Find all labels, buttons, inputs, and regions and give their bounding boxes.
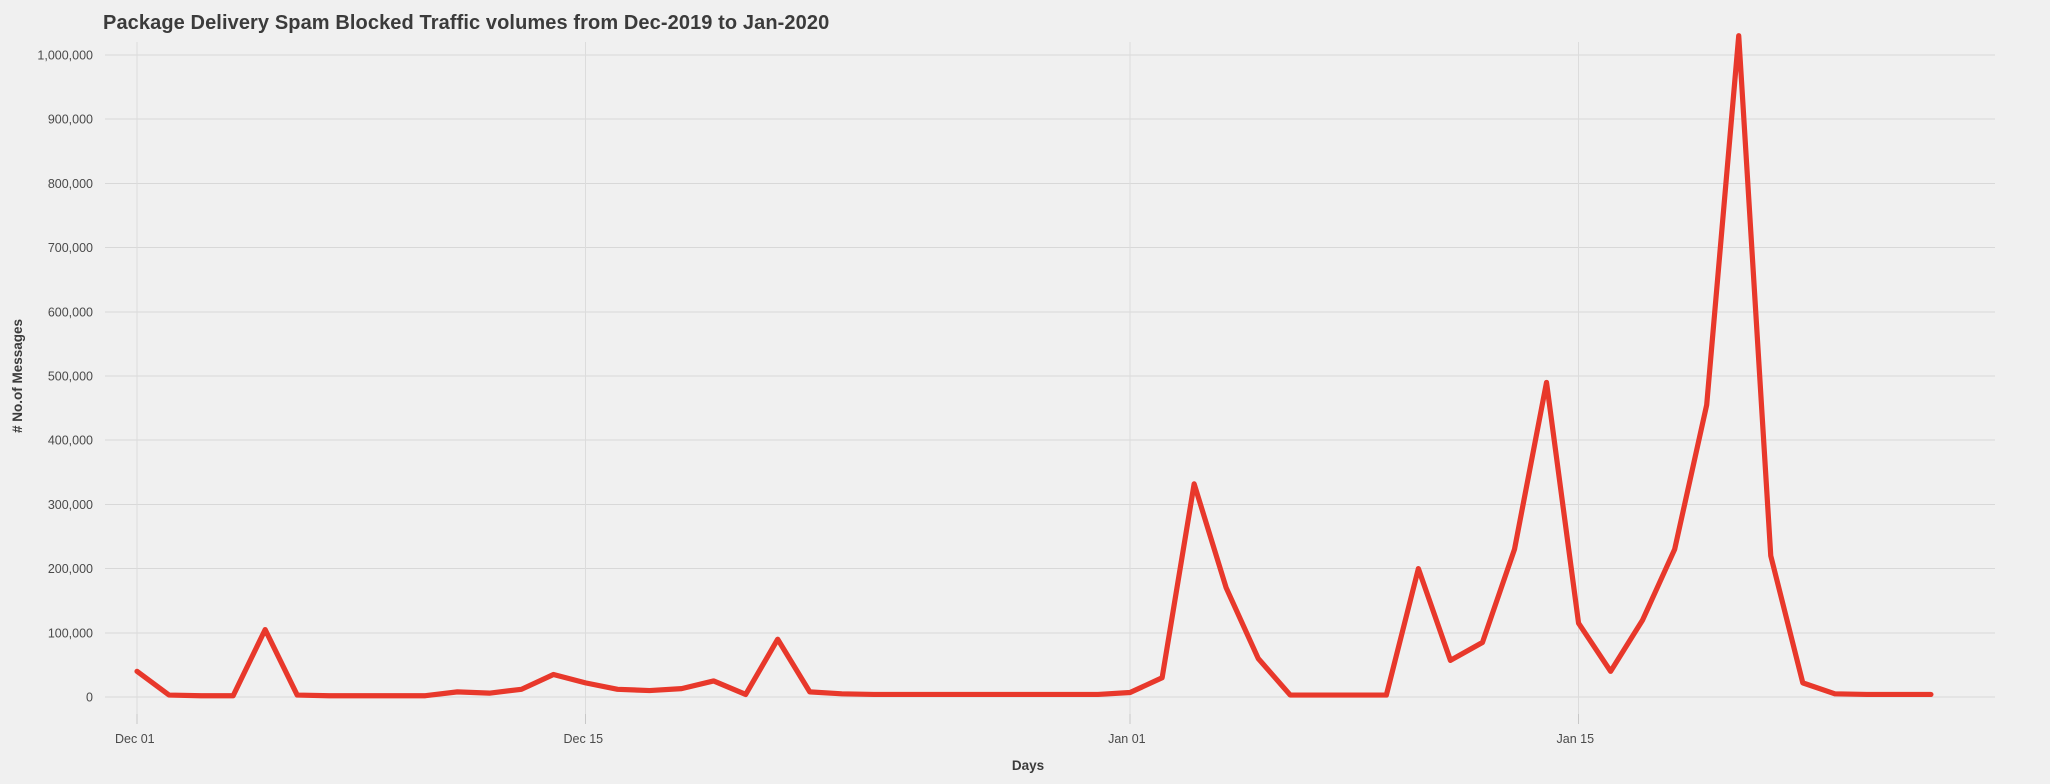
y-axis-tick-label: 300,000 (48, 498, 93, 512)
chart-title: Package Delivery Spam Blocked Traffic vo… (103, 12, 830, 34)
y-axis-tick-label: 600,000 (48, 305, 93, 319)
y-axis-tick-labels: 0 100,000 200,000 300,000 400,000 500,000 600,… (37, 49, 93, 705)
y-axis-tick-label: 1,000,000 (37, 49, 93, 63)
y-axis-tick-label: 800,000 (48, 177, 93, 191)
y-axis-tick-label: 100,000 (48, 626, 93, 640)
x-axis-title: Days (1012, 758, 1044, 773)
x-axis-tick-label: Dec 15 (564, 732, 604, 746)
y-axis-tick-label: 0 (86, 691, 93, 705)
y-axis-tick-label: 700,000 (48, 241, 93, 255)
y-axis-tick-label: 200,000 (48, 562, 93, 576)
y-axis-tick-label: 900,000 (48, 113, 93, 127)
x-axis-tick-label: Dec 01 (115, 732, 155, 746)
x-axis-tick-marks (136, 714, 1580, 724)
x-axis-tick-label: Jan 15 (1557, 732, 1595, 746)
y-axis-title: # No.of Messages (10, 319, 25, 433)
vertical-gridlines (136, 42, 1580, 714)
y-axis-tick-label: 400,000 (48, 434, 93, 448)
y-axis-tick-label: 500,000 (48, 370, 93, 384)
x-axis-tick-labels: Dec 01 Dec 15 Jan 01 Jan 15 (115, 732, 1594, 746)
data-series-line (134, 33, 1934, 699)
x-axis-tick-label: Jan 01 (1108, 732, 1146, 746)
